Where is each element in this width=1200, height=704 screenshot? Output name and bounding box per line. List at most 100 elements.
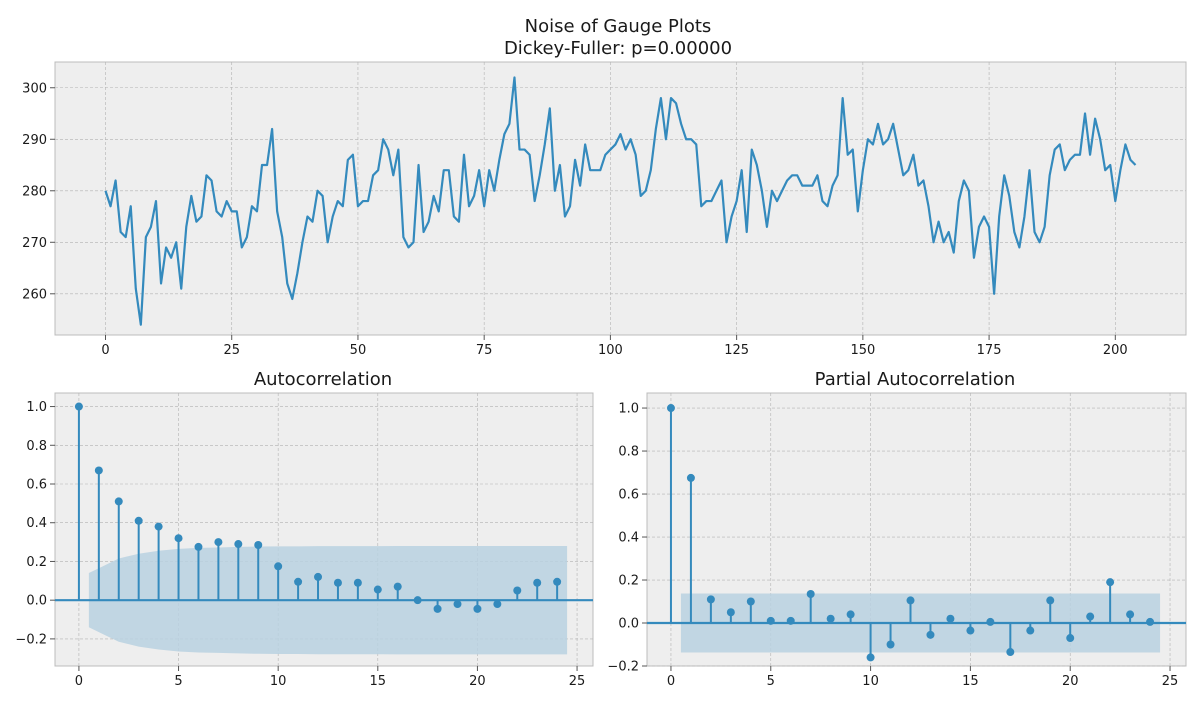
stem-marker — [1126, 610, 1135, 619]
acf-title: Autocorrelation — [254, 369, 392, 390]
stem-marker — [214, 538, 223, 547]
stem-marker — [134, 516, 143, 525]
x-tick-label: 0 — [667, 674, 675, 689]
plot-area — [54, 61, 1187, 336]
stem-marker — [1146, 617, 1155, 626]
y-tick-label: 1.0 — [26, 400, 47, 415]
x-tick-label: 25 — [1162, 674, 1179, 689]
stem-marker — [353, 578, 362, 587]
stem-marker — [846, 610, 855, 619]
stem-marker — [1086, 612, 1095, 621]
x-tick-label: 20 — [1062, 674, 1079, 689]
stem-marker — [513, 586, 522, 595]
figure-title: Noise of Gauge Plots — [525, 16, 712, 37]
y-tick-label: 0.6 — [618, 488, 639, 503]
stem-marker — [314, 572, 323, 581]
y-tick-label: 270 — [22, 236, 47, 251]
y-tick-label: 0.6 — [26, 478, 47, 493]
y-tick-label: 1.0 — [618, 402, 639, 417]
pacf-title: Partial Autocorrelation — [815, 369, 1016, 390]
stem-marker — [686, 473, 695, 482]
x-tick-label: 200 — [1103, 343, 1128, 358]
stem-marker — [906, 596, 915, 605]
x-tick-label: 0 — [101, 343, 109, 358]
y-tick-label: 0.0 — [26, 594, 47, 609]
stem-marker — [114, 497, 123, 506]
x-tick-label: 10 — [270, 674, 287, 689]
y-tick-label: 300 — [22, 81, 47, 96]
stem-marker — [154, 522, 163, 531]
y-tick-label: 0.4 — [618, 531, 639, 546]
stem-marker — [94, 466, 103, 475]
stem-marker — [453, 600, 462, 609]
stem-marker — [1066, 634, 1075, 643]
y-tick-label: 0.8 — [618, 445, 639, 460]
stem-marker — [1026, 626, 1035, 635]
x-tick-label: 150 — [850, 343, 875, 358]
y-tick-label: 260 — [22, 287, 47, 302]
stem-marker — [433, 604, 442, 613]
time-series-panel: 0 25 50 75 100 125 150 175 200 260 270 280 290 300 — [22, 61, 1187, 358]
stem-marker — [666, 404, 675, 413]
x-tick-label: 5 — [174, 674, 182, 689]
stem-marker — [553, 577, 562, 586]
stem-marker — [726, 608, 735, 617]
stem-marker — [254, 540, 263, 549]
x-tick-label: 15 — [962, 674, 979, 689]
acf-panel: 0 5 10 15 20 25 −0.2 0.0 0.2 0.4 0.6 0.8 1.0 — [15, 392, 594, 689]
x-tick-label: 125 — [724, 343, 749, 358]
stem-marker — [294, 577, 303, 586]
stem-marker — [766, 616, 775, 625]
stem-marker — [1006, 648, 1015, 657]
series-line — [104, 76, 1137, 326]
stem-marker — [886, 640, 895, 649]
stem-marker — [866, 653, 875, 662]
stem-marker — [373, 585, 382, 594]
y-tick-label: 0.2 — [26, 555, 47, 570]
x-tick-label: 175 — [977, 343, 1002, 358]
figure-subtitle: Dickey-Fuller: p=0.00000 — [504, 38, 732, 59]
stem-marker — [533, 578, 542, 587]
y-tick-label: 0.8 — [26, 439, 47, 454]
x-tick-label: 5 — [767, 674, 775, 689]
x-tick-label: 25 — [223, 343, 240, 358]
stem-marker — [1106, 578, 1115, 587]
y-tick-label: 280 — [22, 184, 47, 199]
pacf-panel: 0 5 10 15 20 25 −0.2 0.0 0.2 0.4 0.6 0.8 1.0 — [607, 392, 1187, 689]
x-tick-label: 15 — [370, 674, 387, 689]
stem-marker — [493, 600, 502, 609]
y-tick-label: 0.0 — [618, 617, 639, 632]
stem-marker — [946, 614, 955, 623]
stem-marker — [1046, 596, 1055, 605]
stem-marker — [234, 540, 243, 549]
y-tick-label: −0.2 — [607, 660, 639, 675]
y-tick-label: 290 — [22, 133, 47, 148]
x-tick-label: 25 — [569, 674, 586, 689]
x-tick-label: 75 — [476, 343, 493, 358]
stem-marker — [174, 534, 183, 543]
stem-marker — [274, 562, 283, 571]
x-tick-label: 20 — [469, 674, 486, 689]
stem-marker — [966, 626, 975, 635]
stem-marker — [786, 616, 795, 625]
y-tick-label: 0.2 — [618, 574, 639, 589]
stem-marker — [806, 589, 815, 598]
x-tick-label: 50 — [350, 343, 367, 358]
stem-marker — [826, 614, 835, 623]
stem-marker — [746, 597, 755, 606]
y-tick-label: −0.2 — [15, 632, 47, 647]
stem-marker — [473, 604, 482, 613]
stem-marker — [413, 596, 422, 605]
stem-marker — [74, 402, 83, 411]
x-tick-label: 10 — [862, 674, 879, 689]
stem-marker — [706, 595, 715, 604]
stem-marker — [926, 630, 935, 639]
stem-marker — [393, 582, 402, 591]
x-tick-label: 100 — [598, 343, 623, 358]
stem-marker — [194, 542, 203, 551]
stem-marker — [986, 617, 995, 626]
stem-marker — [333, 578, 342, 587]
y-tick-label: 0.4 — [26, 516, 47, 531]
x-tick-label: 0 — [75, 674, 83, 689]
